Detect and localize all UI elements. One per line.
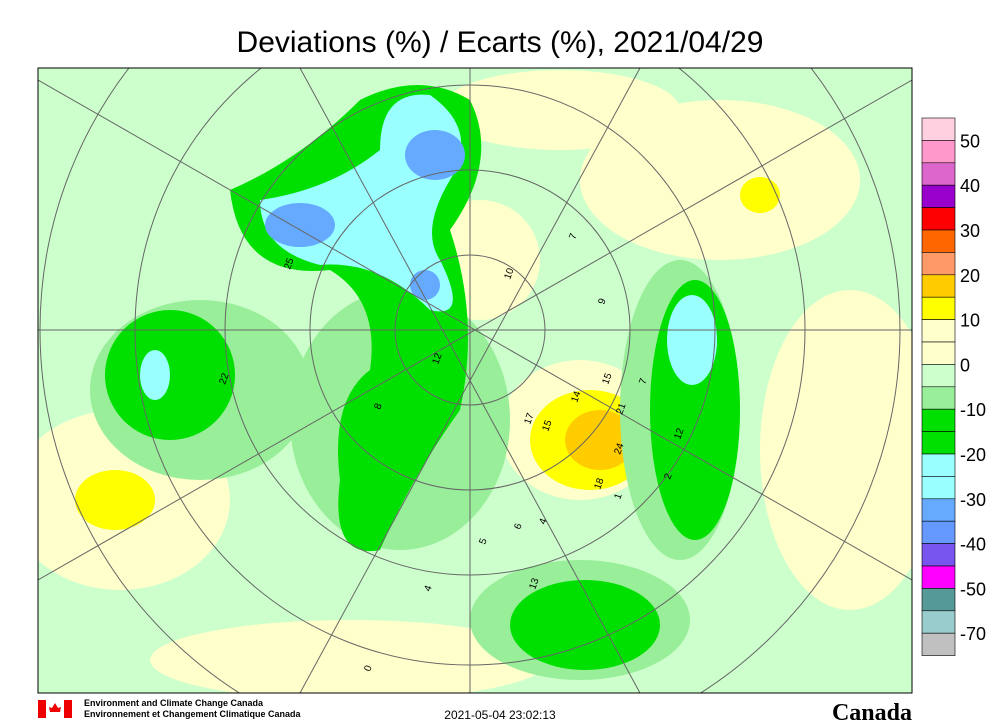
timestamp: 2021-05-04 23:02:13	[444, 708, 556, 722]
agency-fr: Environnement et Changement Climatique C…	[84, 709, 302, 719]
colorbar-label: -40	[960, 535, 986, 555]
title: Deviations (%) / Ecarts (%), 2021/04/29	[237, 26, 764, 59]
station-value: 21	[614, 401, 628, 416]
colorbar-label: -30	[960, 490, 986, 510]
map	[38, 68, 912, 693]
colorbar-box	[921, 476, 956, 500]
colorbar-box	[921, 274, 956, 298]
colorbar-label: -20	[960, 445, 986, 465]
wordmark: Canada	[832, 700, 912, 726]
station-value: 15	[540, 418, 554, 433]
station-value: 7	[567, 232, 579, 241]
colorbar-box	[921, 431, 956, 455]
map-frame	[37, 67, 913, 694]
colorbar-box	[921, 207, 956, 231]
station-value: 8	[372, 402, 384, 411]
colorbar-box	[921, 140, 956, 164]
colorbar-label: 10	[960, 311, 980, 331]
station-value: 7	[637, 377, 649, 386]
station-value: 0	[362, 664, 374, 673]
colorbar-label: -70	[960, 624, 986, 644]
colorbar-box	[921, 588, 956, 612]
colorbar-box	[921, 632, 956, 656]
colorbar-box	[921, 498, 956, 522]
colorbar-box	[921, 341, 956, 365]
station-value: 4	[537, 517, 549, 526]
station-value: 12	[672, 426, 686, 441]
colorbar-label: -10	[960, 400, 986, 420]
colorbar-label: 20	[960, 266, 980, 286]
station-value: 12	[430, 351, 444, 366]
colorbar-label: 30	[960, 221, 980, 241]
station-value: 4	[422, 584, 434, 593]
station-value: 6	[512, 522, 524, 531]
station-value: 14	[569, 389, 583, 404]
station-value: 5	[477, 537, 489, 546]
station-value: 18	[592, 476, 606, 491]
station-value: 15	[600, 371, 614, 386]
colorbar-label: 40	[960, 176, 980, 196]
colorbar-box	[921, 453, 956, 477]
colorbar-box	[921, 565, 956, 589]
station-value: 13	[527, 576, 541, 591]
colorbar-label: 0	[960, 355, 970, 375]
colorbar-box	[921, 252, 956, 276]
colorbar-box	[921, 319, 956, 343]
colorbar-box	[921, 117, 956, 141]
colorbar-box	[921, 162, 956, 186]
station-value: 9	[596, 297, 608, 306]
colorbar-box	[921, 610, 956, 634]
colorbar-box	[921, 364, 956, 388]
station-value: 1	[612, 492, 624, 501]
colorbar-box	[921, 520, 956, 544]
colorbar-label: -50	[960, 579, 986, 599]
colorbar-box	[921, 229, 956, 253]
colorbar-box	[921, 184, 956, 208]
colorbar-box	[921, 296, 956, 320]
station-value: 22	[217, 371, 231, 386]
station-value: 25	[282, 256, 296, 271]
colorbar-box	[921, 543, 956, 567]
agency-en: Environment and Climate Change Canada	[84, 698, 264, 708]
colorbar-box	[921, 408, 956, 432]
colorbar: 50 40 30 20 10 0 -10 -20 -30 -40 -50 -70	[921, 117, 986, 656]
station-value: 17	[522, 411, 536, 426]
station-value: 10	[502, 266, 516, 281]
station-value: 2	[662, 472, 674, 481]
colorbar-box	[921, 386, 956, 410]
station-value: 24	[612, 441, 626, 456]
colorbar-label: 50	[960, 131, 980, 151]
